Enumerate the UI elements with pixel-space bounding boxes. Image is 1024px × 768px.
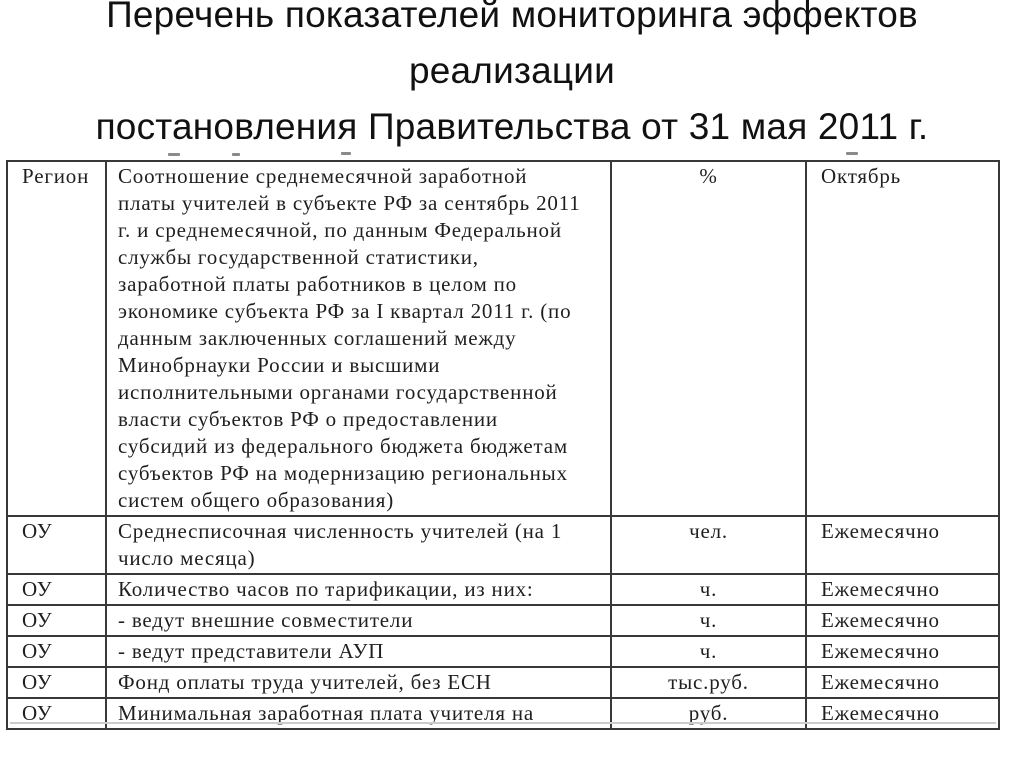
period-cell: Ежемесячно: [805, 573, 1000, 606]
indicators-table-body: Регион Соотношение среднемесячной заработ…: [6, 160, 1000, 730]
period-cell: Ежемесячно: [805, 604, 1000, 637]
scan-artifact: [341, 152, 351, 155]
indicators-table: Регион Соотношение среднемесячной заработ…: [6, 160, 1000, 730]
scan-artifact: [232, 153, 240, 156]
period-cell: Ежемесячно: [805, 697, 1000, 730]
region-cell: ОУ: [6, 573, 107, 606]
region-cell: ОУ: [6, 666, 107, 699]
region-cell: ОУ: [6, 635, 107, 668]
scan-artifact: [846, 152, 858, 155]
unit-cell: ч.: [610, 635, 807, 668]
indicator-cell: Минимальная заработная плата учителя на: [105, 697, 612, 730]
title-line-3: постановления Правительства от 31 мая 20…: [95, 106, 929, 147]
indicator-cell: Фонд оплаты труда учителей, без ЕСН: [105, 666, 612, 699]
title-line-2: реализации: [408, 50, 616, 91]
scan-shadow-line: [10, 722, 996, 724]
table-row: ОУ - ведут внешние совместители ч. Ежемесяч…: [6, 604, 1000, 637]
indicator-cell: Соотношение среднемесячной заработной пл…: [105, 160, 612, 517]
unit-cell: ч.: [610, 573, 807, 606]
slide-title: Перечень показателей мониторинга эффекто…: [0, 0, 1024, 155]
table-row: ОУ Среднесписочная численность учителей (…: [6, 515, 1000, 575]
indicator-cell: - ведут представители АУП: [105, 635, 612, 668]
indicator-cell: Количество часов по тарификации, из них:: [105, 573, 612, 606]
table-row: ОУ - ведут представители АУП ч. Ежемесячно: [6, 635, 1000, 668]
region-cell: ОУ: [6, 697, 107, 730]
indicator-cell: - ведут внешние совместители: [105, 604, 612, 637]
period-cell: Ежемесячно: [805, 515, 1000, 575]
indicator-cell: Среднесписочная численность учителей (на…: [105, 515, 612, 575]
region-cell: Регион: [6, 160, 107, 517]
period-cell: Ежемесячно: [805, 666, 1000, 699]
period-cell: Октябрь: [805, 160, 1000, 517]
unit-cell: руб.: [610, 697, 807, 730]
scan-artifact: [168, 153, 180, 156]
title-line-1: Перечень показателей мониторинга эффекто…: [106, 0, 918, 35]
table-row: Регион Соотношение среднемесячной заработ…: [6, 160, 1000, 517]
region-cell: ОУ: [6, 604, 107, 637]
table-row: ОУ Фонд оплаты труда учителей, без ЕСН тыс…: [6, 666, 1000, 699]
unit-cell: чел.: [610, 515, 807, 575]
period-cell: Ежемесячно: [805, 635, 1000, 668]
table-row: ОУ Количество часов по тарификации, из ни…: [6, 573, 1000, 606]
unit-cell: %: [610, 160, 807, 517]
region-cell: ОУ: [6, 515, 107, 575]
table-row: ОУ Минимальная заработная плата учителя н…: [6, 697, 1000, 730]
unit-cell: тыс.руб.: [610, 666, 807, 699]
unit-cell: ч.: [610, 604, 807, 637]
